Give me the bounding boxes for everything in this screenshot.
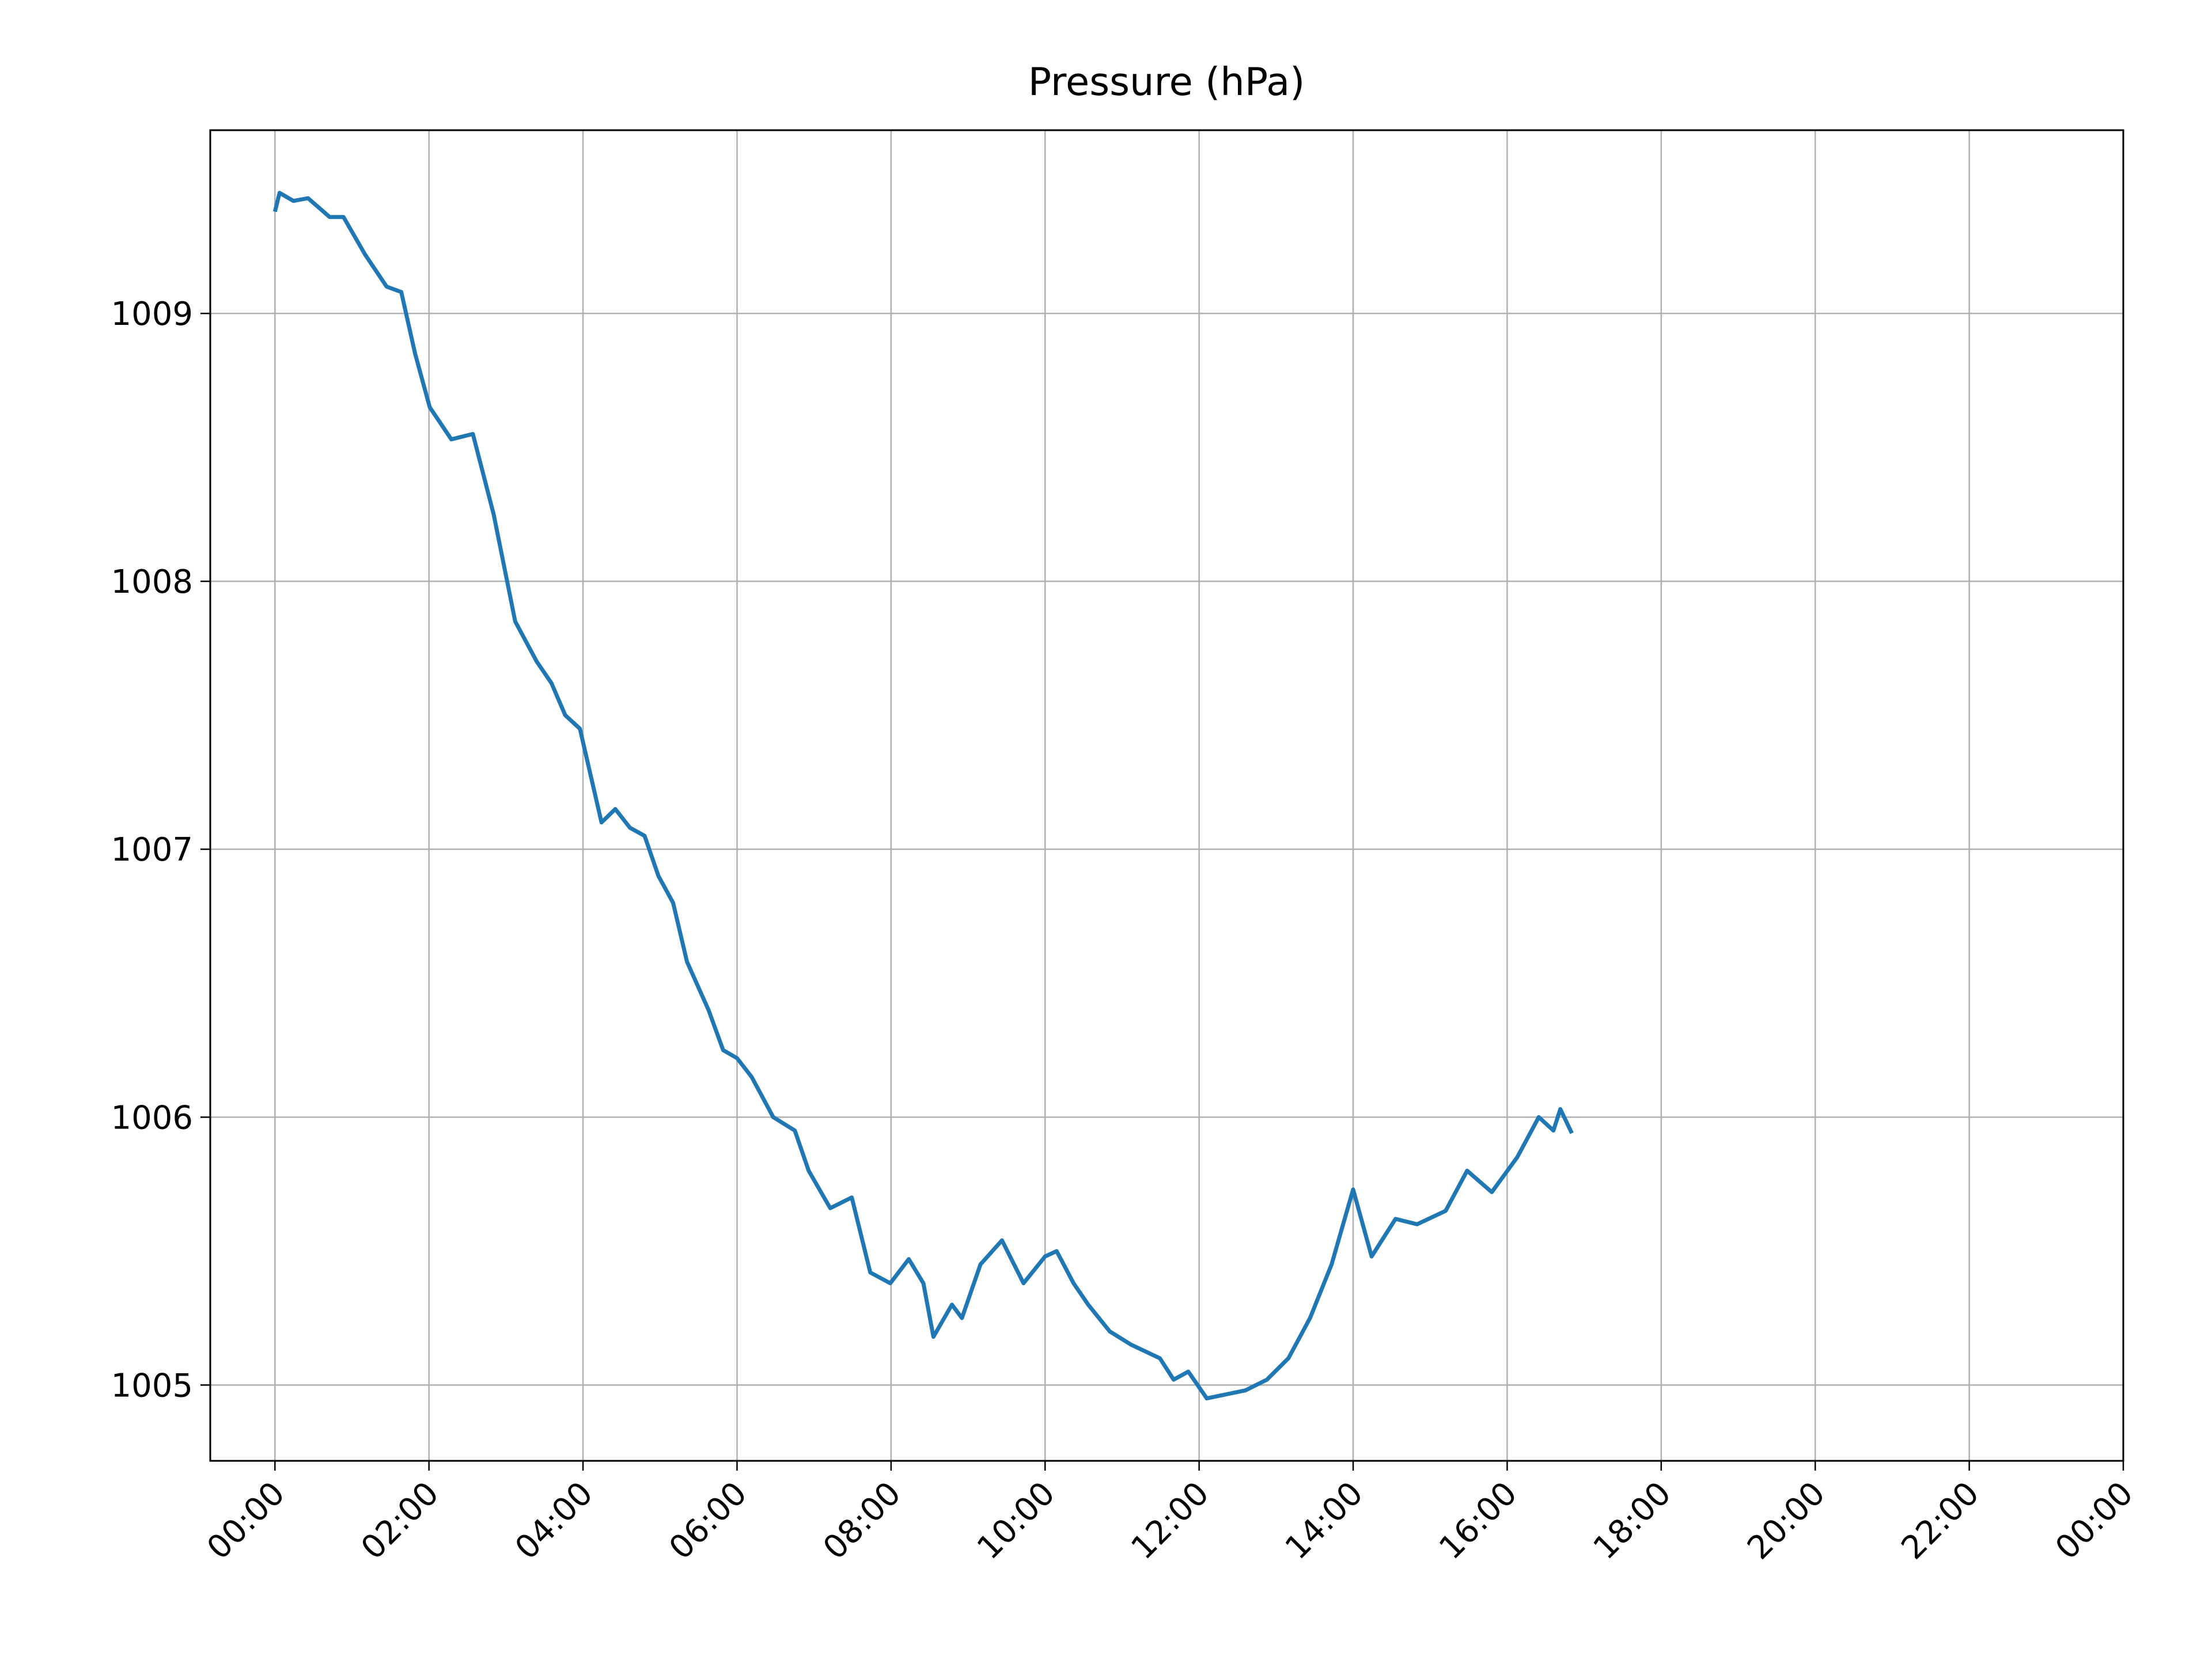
y-tick-label: 1005 bbox=[111, 1367, 193, 1404]
y-tick-label: 1006 bbox=[111, 1099, 193, 1137]
plot-frame bbox=[209, 129, 2124, 1462]
data-line bbox=[272, 191, 1574, 1401]
y-tick-label: 1008 bbox=[111, 563, 193, 601]
y-tick-label: 1009 bbox=[111, 296, 193, 333]
chart-title: Pressure (hPa) bbox=[1028, 59, 1305, 104]
y-tick-label: 1007 bbox=[111, 831, 193, 869]
